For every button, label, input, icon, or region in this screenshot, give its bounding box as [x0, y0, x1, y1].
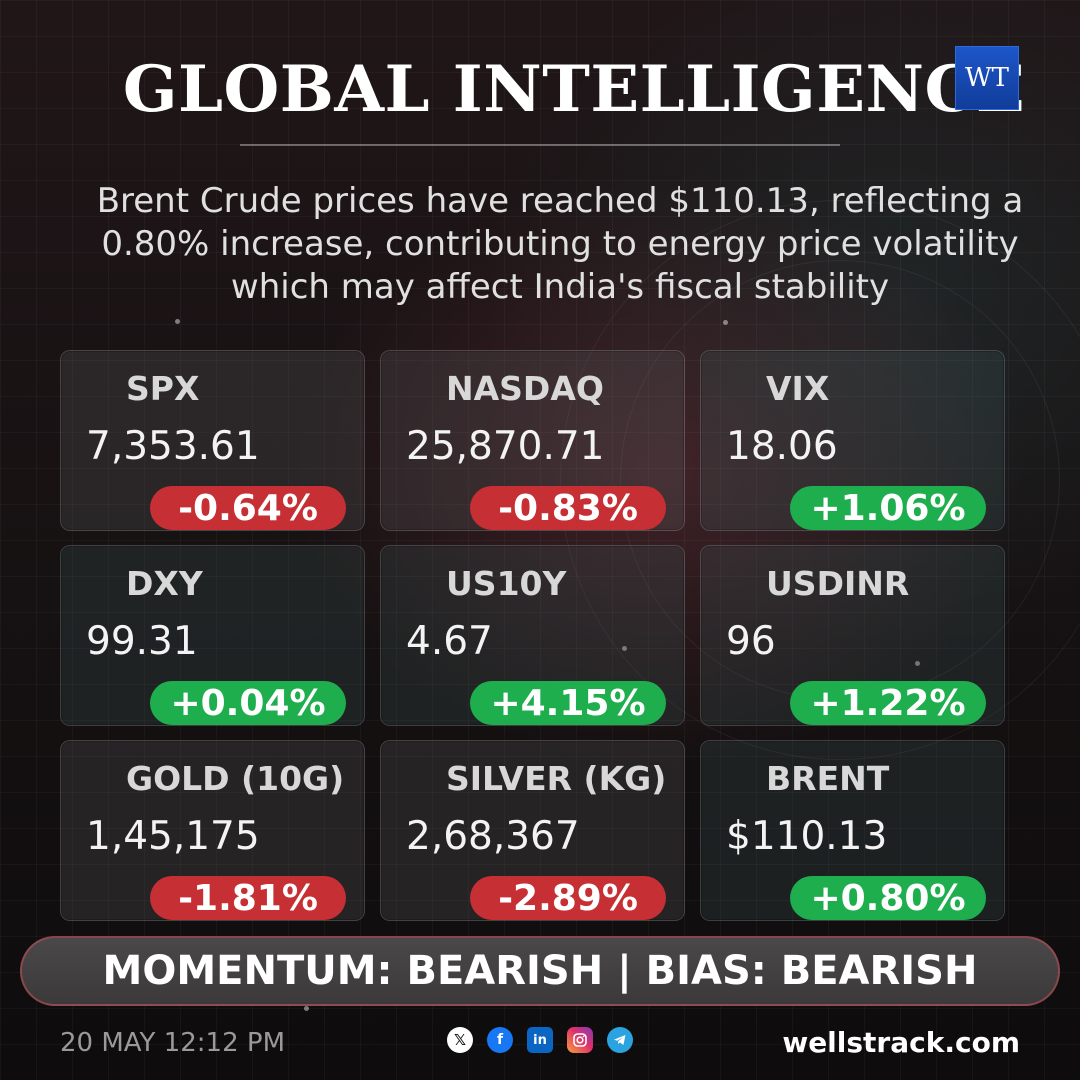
change-badge: +1.06%	[790, 486, 986, 530]
logo-text: WT	[964, 63, 1010, 93]
market-card-name: GOLD (10G)	[126, 759, 345, 798]
market-card-dxy: DXY 99.31 +0.04%	[60, 545, 365, 726]
market-card-name: USDINR	[766, 564, 910, 603]
market-card-spx: SPX 7,353.61 -0.64%	[60, 350, 365, 531]
market-card-value: $110.13	[726, 814, 888, 859]
headline-text: Brent Crude prices have reached $110.13,…	[96, 181, 1024, 307]
change-badge: +1.22%	[790, 681, 986, 725]
market-card-value: 1,45,175	[86, 814, 260, 859]
market-card-vix: VIX 18.06 +1.06%	[700, 350, 1005, 531]
brand-logo: WT	[955, 46, 1019, 110]
market-card-name: BRENT	[766, 759, 890, 798]
market-card-value: 7,353.61	[86, 424, 260, 469]
market-card-name: NASDAQ	[446, 369, 604, 408]
market-card-value: 4.67	[406, 619, 493, 664]
market-card-value: 18.06	[726, 424, 838, 469]
market-card-silver: SILVER (KG) 2,68,367 -2.89%	[380, 740, 685, 921]
telegram-icon[interactable]	[607, 1027, 633, 1053]
market-card-usdinr: USDINR 96 +1.22%	[700, 545, 1005, 726]
market-card-name: SPX	[126, 369, 200, 408]
page-title: GLOBAL INTELLIGENCE	[122, 52, 1026, 127]
change-badge: +4.15%	[470, 681, 666, 725]
market-card-us10y: US10Y 4.67 +4.15%	[380, 545, 685, 726]
background-dot	[723, 320, 728, 325]
market-card-value: 99.31	[86, 619, 198, 664]
facebook-icon[interactable]: f	[487, 1027, 513, 1053]
momentum-banner: MOMENTUM: BEARISH | BIAS: BEARISH	[20, 936, 1060, 1006]
background-dot	[304, 1006, 309, 1011]
background-dot	[915, 661, 920, 666]
change-badge: -0.64%	[150, 486, 346, 530]
change-badge: +0.04%	[150, 681, 346, 725]
background-dot	[175, 319, 180, 324]
market-card-nasdaq: NASDAQ 25,870.71 -0.83%	[380, 350, 685, 531]
market-card-value: 2,68,367	[406, 814, 580, 859]
market-card-name: VIX	[766, 369, 830, 408]
change-badge: -1.81%	[150, 876, 346, 920]
timestamp: 20 MAY 12:12 PM	[60, 1028, 285, 1058]
market-card-gold: GOLD (10G) 1,45,175 -1.81%	[60, 740, 365, 921]
market-card-value: 25,870.71	[406, 424, 605, 469]
market-card-name: SILVER (KG)	[446, 759, 667, 798]
market-card-name: DXY	[126, 564, 203, 603]
market-card-brent: BRENT $110.13 +0.80%	[700, 740, 1005, 921]
market-grid: SPX 7,353.61 -0.64% NASDAQ 25,870.71 -0.…	[60, 350, 1005, 922]
instagram-icon[interactable]	[567, 1027, 593, 1053]
website-link[interactable]: wellstrack.com	[782, 1026, 1020, 1059]
x-icon[interactable]: 𝕏	[447, 1027, 473, 1053]
change-badge: -2.89%	[470, 876, 666, 920]
title-divider	[240, 144, 840, 146]
change-badge: +0.80%	[790, 876, 986, 920]
market-card-value: 96	[726, 619, 776, 664]
market-card-name: US10Y	[446, 564, 567, 603]
linkedin-icon[interactable]: in	[527, 1027, 553, 1053]
change-badge: -0.83%	[470, 486, 666, 530]
social-links: 𝕏 f in	[447, 1027, 633, 1053]
background-dot	[622, 646, 627, 651]
